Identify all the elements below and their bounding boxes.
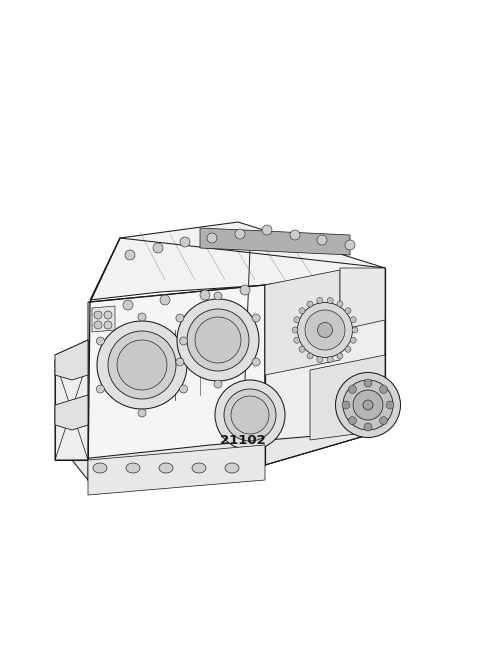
Polygon shape	[92, 306, 115, 332]
Ellipse shape	[363, 400, 373, 410]
Circle shape	[307, 301, 313, 307]
Ellipse shape	[317, 322, 333, 337]
Polygon shape	[265, 268, 385, 465]
Circle shape	[307, 353, 313, 359]
Ellipse shape	[195, 317, 241, 363]
Polygon shape	[200, 228, 350, 255]
Circle shape	[348, 417, 357, 424]
Ellipse shape	[97, 321, 187, 409]
Circle shape	[294, 337, 300, 343]
Circle shape	[180, 337, 188, 345]
Circle shape	[299, 308, 305, 314]
Circle shape	[317, 356, 323, 363]
Circle shape	[364, 423, 372, 431]
Circle shape	[214, 292, 222, 300]
Circle shape	[294, 317, 300, 323]
Circle shape	[176, 358, 184, 366]
Circle shape	[123, 300, 133, 310]
Ellipse shape	[231, 396, 269, 434]
Ellipse shape	[353, 390, 383, 420]
Ellipse shape	[215, 380, 285, 450]
Ellipse shape	[225, 463, 239, 473]
Circle shape	[317, 297, 323, 303]
Ellipse shape	[298, 303, 352, 358]
Circle shape	[299, 346, 305, 352]
Circle shape	[386, 401, 394, 409]
Circle shape	[292, 327, 298, 333]
Polygon shape	[88, 285, 265, 480]
Circle shape	[160, 295, 170, 305]
Circle shape	[345, 346, 351, 352]
Circle shape	[262, 225, 272, 235]
Circle shape	[104, 311, 112, 319]
Ellipse shape	[159, 463, 173, 473]
Circle shape	[380, 417, 387, 424]
Circle shape	[348, 385, 357, 394]
Circle shape	[317, 235, 327, 245]
Circle shape	[180, 237, 190, 247]
Polygon shape	[310, 355, 385, 440]
Circle shape	[350, 337, 356, 343]
Circle shape	[327, 297, 333, 303]
Circle shape	[342, 401, 350, 409]
Circle shape	[153, 243, 163, 253]
Circle shape	[290, 230, 300, 240]
Circle shape	[94, 321, 102, 329]
Ellipse shape	[343, 380, 393, 430]
Circle shape	[235, 229, 245, 239]
Polygon shape	[88, 445, 265, 495]
Circle shape	[380, 385, 387, 394]
Circle shape	[337, 353, 343, 359]
Circle shape	[125, 250, 135, 260]
Circle shape	[364, 379, 372, 387]
Circle shape	[104, 321, 112, 329]
Ellipse shape	[187, 309, 249, 371]
Polygon shape	[55, 340, 88, 460]
Ellipse shape	[126, 463, 140, 473]
Ellipse shape	[93, 463, 107, 473]
Circle shape	[138, 313, 146, 321]
Circle shape	[350, 317, 356, 323]
Circle shape	[214, 380, 222, 388]
Text: 21102: 21102	[219, 434, 265, 447]
Polygon shape	[265, 270, 340, 375]
Circle shape	[252, 358, 260, 366]
Circle shape	[352, 327, 358, 333]
Circle shape	[200, 290, 210, 300]
Ellipse shape	[108, 331, 176, 399]
Polygon shape	[55, 340, 88, 380]
Ellipse shape	[192, 463, 206, 473]
Circle shape	[96, 337, 105, 345]
Circle shape	[176, 314, 184, 322]
Circle shape	[345, 240, 355, 250]
Circle shape	[252, 314, 260, 322]
Polygon shape	[340, 268, 385, 330]
Circle shape	[240, 285, 250, 295]
Polygon shape	[90, 222, 385, 300]
Ellipse shape	[224, 389, 276, 441]
Ellipse shape	[177, 299, 259, 381]
Ellipse shape	[336, 373, 400, 438]
Circle shape	[337, 301, 343, 307]
Polygon shape	[55, 395, 88, 430]
Circle shape	[207, 233, 217, 243]
Ellipse shape	[117, 340, 167, 390]
Circle shape	[96, 385, 105, 393]
Circle shape	[138, 409, 146, 417]
Ellipse shape	[305, 310, 345, 350]
Circle shape	[180, 385, 188, 393]
Circle shape	[94, 311, 102, 319]
Polygon shape	[72, 430, 385, 480]
Circle shape	[327, 356, 333, 363]
Circle shape	[345, 308, 351, 314]
